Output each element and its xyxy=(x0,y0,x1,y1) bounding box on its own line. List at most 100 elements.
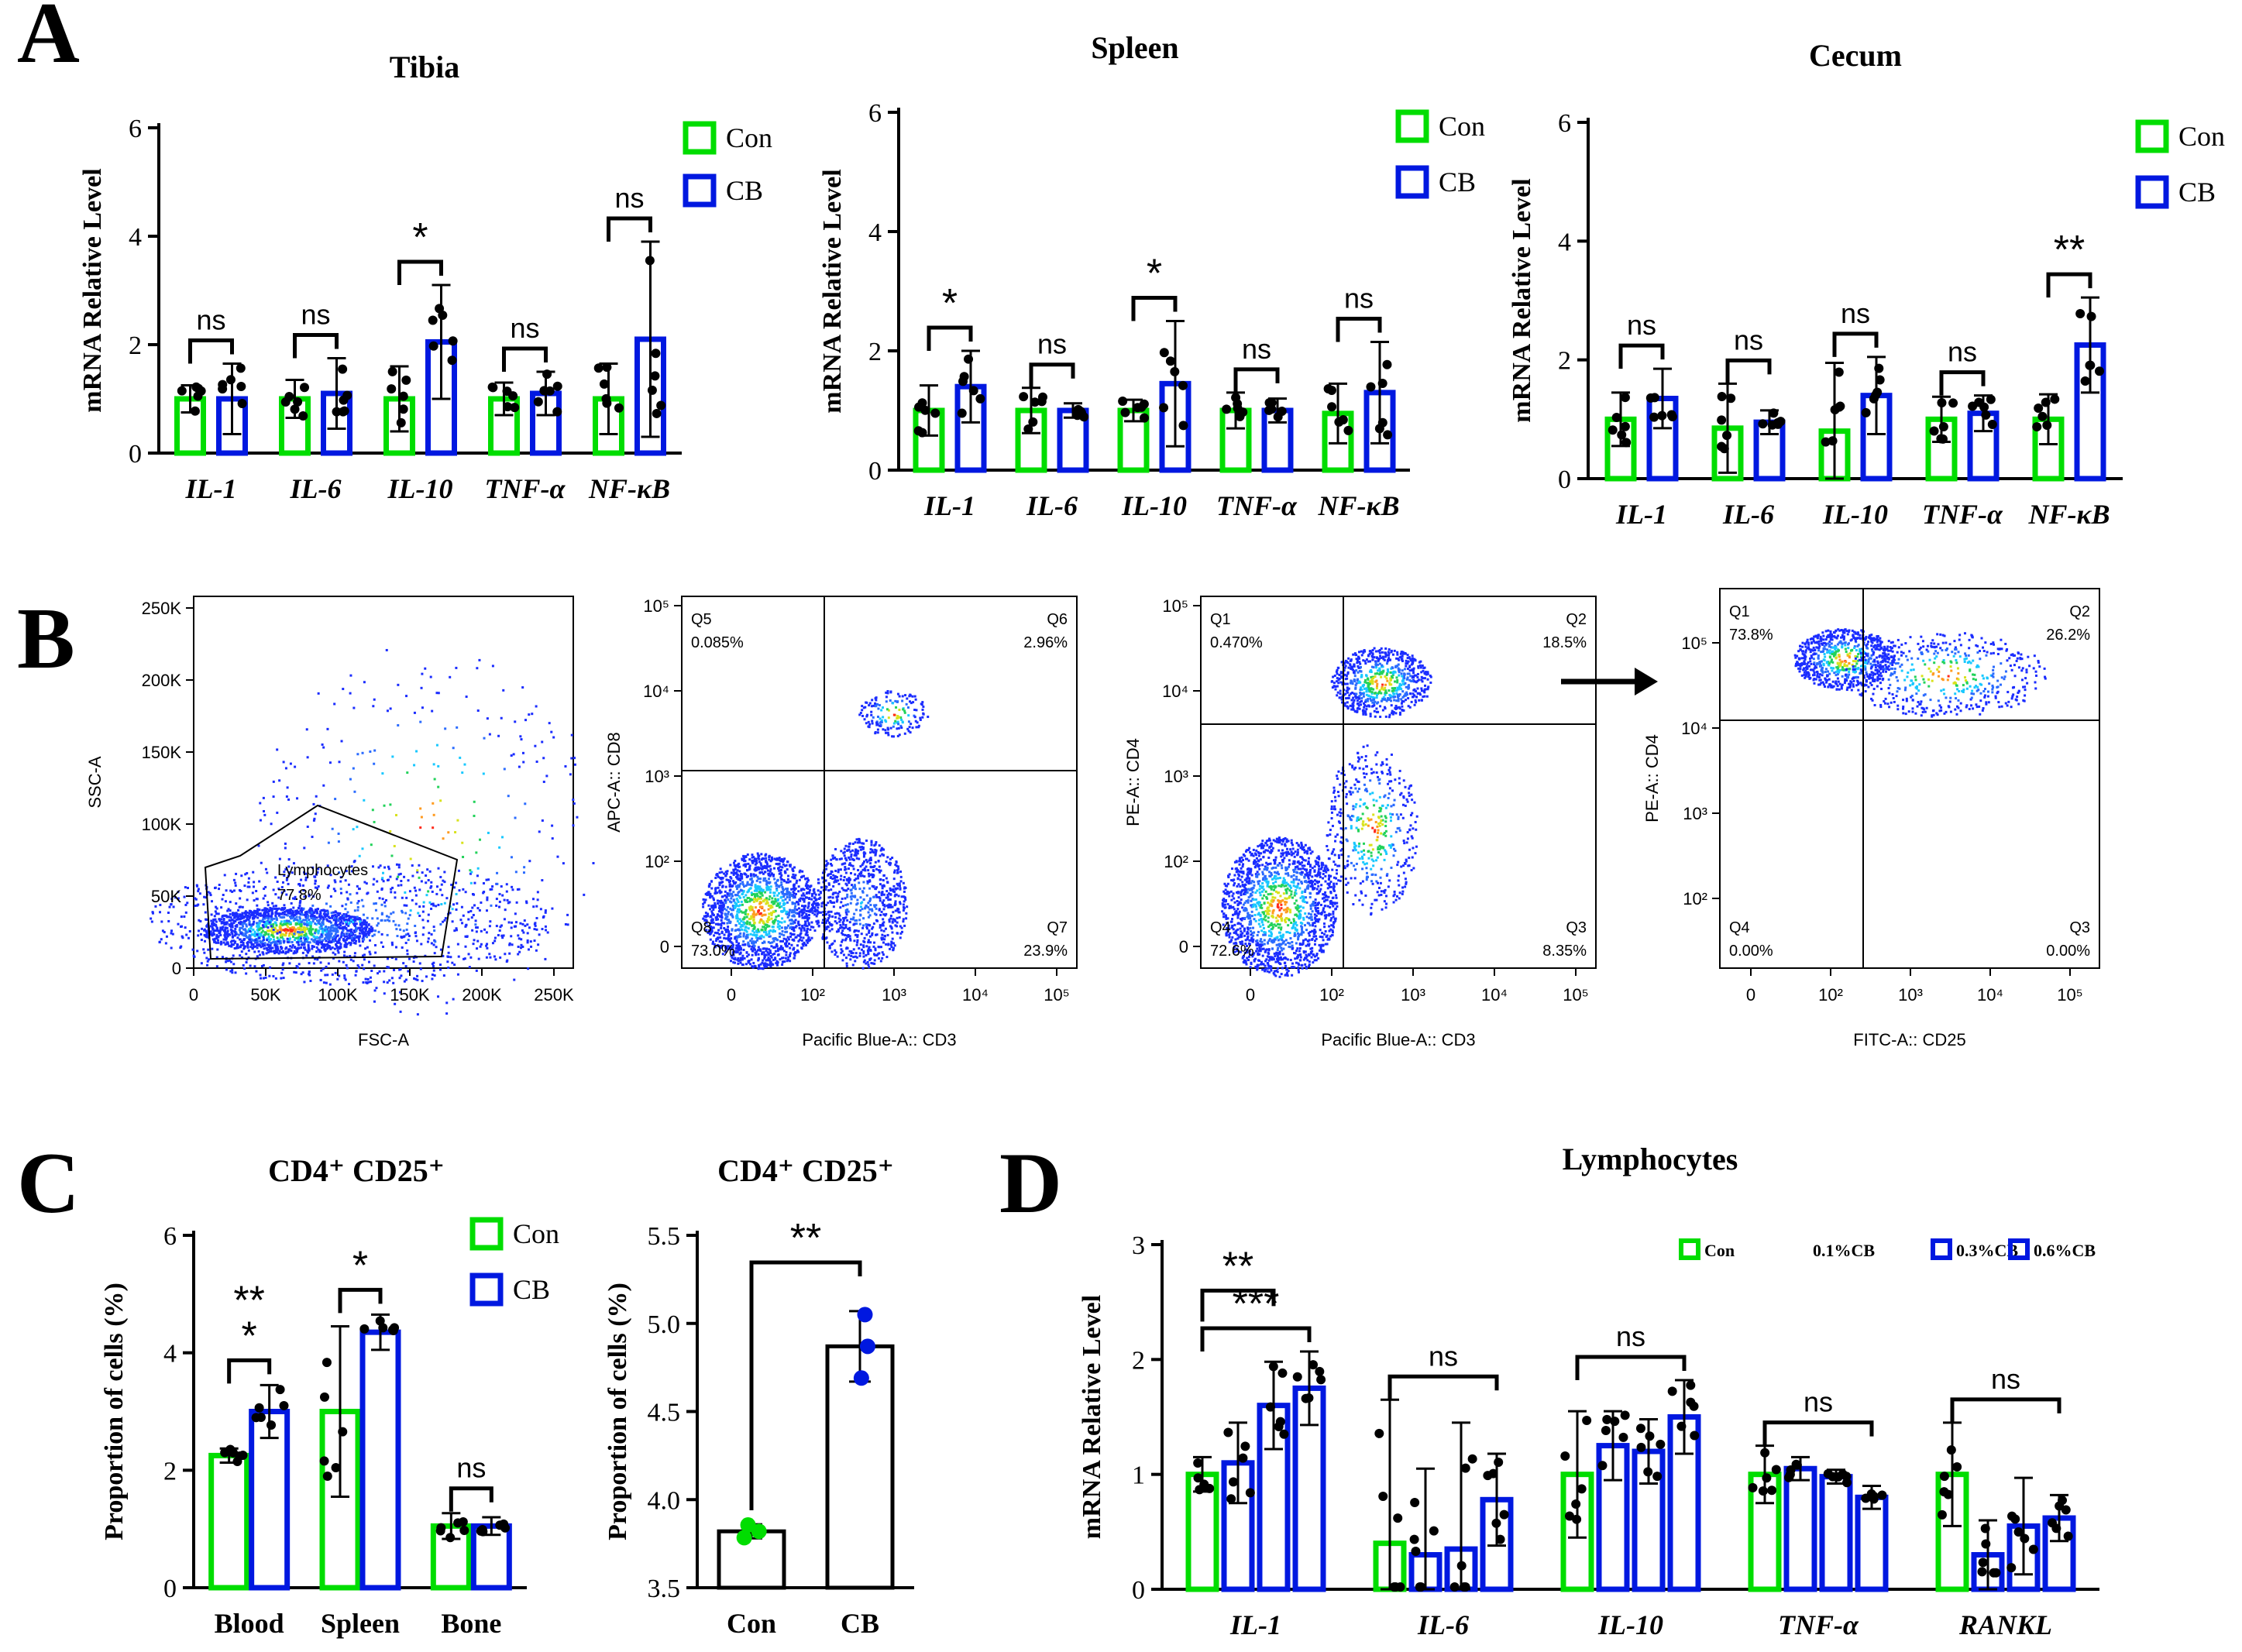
data-point xyxy=(1577,1484,1587,1494)
event-dot xyxy=(433,952,436,955)
event-dot xyxy=(414,889,418,892)
event-dot xyxy=(415,750,418,753)
event-dot xyxy=(325,965,328,968)
event-dot xyxy=(333,702,336,706)
event-dot xyxy=(751,941,754,944)
event-dot xyxy=(758,909,761,912)
event-dot xyxy=(304,876,308,879)
x-category-label: IL-1 xyxy=(923,490,975,521)
event-dot xyxy=(780,883,783,886)
event-dot xyxy=(765,902,768,905)
event-dot xyxy=(208,891,211,895)
event-dot xyxy=(205,896,208,899)
event-dot xyxy=(759,949,762,952)
event-dot xyxy=(320,908,323,912)
event-dot xyxy=(253,965,256,968)
event-dot xyxy=(343,919,346,922)
event-dot xyxy=(738,885,741,888)
event-dot xyxy=(285,930,288,933)
event-dot xyxy=(786,868,789,871)
event-dot xyxy=(278,857,281,860)
event-dot xyxy=(474,923,477,926)
event-dot xyxy=(264,920,267,923)
event-dot xyxy=(222,929,225,932)
event-dot xyxy=(272,922,275,926)
event-dot xyxy=(751,913,755,916)
event-dot xyxy=(794,926,797,929)
event-dot xyxy=(270,918,273,921)
event-dot xyxy=(263,895,266,898)
event-dot xyxy=(453,886,456,889)
event-dot xyxy=(731,942,734,945)
event-dot xyxy=(353,860,356,863)
event-dot xyxy=(345,903,348,906)
event-dot xyxy=(269,919,272,922)
data-point xyxy=(650,371,660,381)
event-dot xyxy=(164,942,167,945)
event-dot xyxy=(764,965,767,968)
event-dot xyxy=(312,945,315,948)
event-dot xyxy=(545,774,548,778)
event-dot xyxy=(407,917,410,920)
event-dot xyxy=(801,943,804,946)
event-dot xyxy=(455,929,458,932)
event-dot xyxy=(466,935,469,938)
data-point xyxy=(229,1448,239,1458)
event-dot xyxy=(809,910,812,913)
data-point xyxy=(1366,382,1376,392)
event-dot xyxy=(420,880,423,883)
event-dot xyxy=(321,929,324,932)
event-dot xyxy=(564,765,567,768)
event-dot xyxy=(735,936,738,939)
event-dot xyxy=(758,854,761,857)
event-dot xyxy=(736,913,739,916)
event-dot xyxy=(312,895,315,898)
event-dot xyxy=(273,930,277,933)
event-dot xyxy=(526,932,529,935)
event-dot xyxy=(706,893,709,896)
event-dot xyxy=(769,860,772,863)
event-dot xyxy=(765,859,768,862)
event-dot xyxy=(292,897,295,900)
event-dot xyxy=(781,939,784,943)
event-dot xyxy=(377,922,380,925)
event-dot xyxy=(723,872,726,875)
event-dot xyxy=(528,713,531,716)
event-dot xyxy=(779,945,782,948)
event-dot xyxy=(435,885,438,888)
event-dot xyxy=(335,915,339,918)
event-dot xyxy=(406,953,409,956)
event-dot xyxy=(814,893,817,896)
event-dot xyxy=(288,932,291,935)
event-dot xyxy=(276,908,279,912)
event-dot xyxy=(767,953,770,957)
event-dot xyxy=(491,665,494,668)
event-dot xyxy=(723,922,726,925)
event-dot xyxy=(295,950,298,953)
event-dot xyxy=(250,943,253,946)
event-dot xyxy=(793,946,796,950)
data-point xyxy=(298,411,308,421)
event-dot xyxy=(765,883,769,886)
event-dot xyxy=(725,878,728,881)
event-dot xyxy=(273,938,276,941)
data-point xyxy=(1776,417,1786,427)
event-dot xyxy=(370,970,373,973)
event-dot xyxy=(888,919,891,922)
event-dot xyxy=(765,933,768,936)
event-dot xyxy=(239,945,242,948)
event-dot xyxy=(231,926,234,929)
event-dot xyxy=(769,888,772,891)
event-dot xyxy=(387,867,390,871)
event-dot xyxy=(309,907,312,910)
event-dot xyxy=(709,938,712,941)
y-tick-label: 6 xyxy=(1558,109,1571,138)
event-dot xyxy=(187,936,190,939)
event-dot xyxy=(300,921,303,924)
event-dot xyxy=(806,941,809,944)
event-dot xyxy=(753,889,756,892)
data-point xyxy=(1028,417,1038,427)
event-dot xyxy=(545,929,548,932)
data-point xyxy=(2020,1534,2030,1544)
event-dot xyxy=(239,897,242,900)
